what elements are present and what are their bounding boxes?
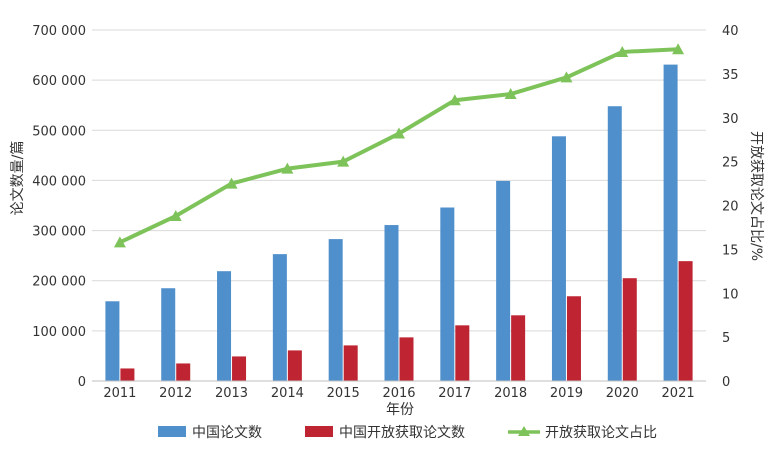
bars <box>105 64 693 382</box>
ratio-point <box>616 45 629 57</box>
y-tick-label: 200 000 <box>32 275 86 290</box>
ratio-point <box>281 162 294 174</box>
bar-oa-papers <box>120 368 135 381</box>
x-tick-label: 2018 <box>494 386 527 401</box>
x-tick-label: 2016 <box>382 386 415 401</box>
legend: 中国论文数 中国开放获取论文数 开放获取论文占比 <box>158 425 657 441</box>
y2-axis-title: 开放获取论文占比/% <box>748 131 764 261</box>
ratio-point <box>337 155 350 167</box>
y-tick-label: 0 <box>78 375 86 390</box>
x-axis-ticks: 2011 2012 2013 2014 2015 2016 2017 2018 2019 2020… <box>103 386 694 401</box>
y-tick-label: 100 000 <box>32 325 86 340</box>
x-axis-title: 年份 <box>386 402 414 418</box>
x-tick-label: 2019 <box>550 386 583 401</box>
x-tick-label: 2014 <box>271 386 304 401</box>
x-tick-label: 2021 <box>662 386 695 401</box>
y-tick-label: 400 000 <box>32 174 86 189</box>
x-tick-label: 2017 <box>438 386 471 401</box>
y2-tick-label: 0 <box>722 375 730 390</box>
ratio-line-path <box>119 47 679 245</box>
bar-oa-papers <box>287 350 302 381</box>
bar-oa-papers <box>455 325 470 381</box>
bar-papers <box>328 239 343 381</box>
y2-tick-label: 15 <box>722 243 739 258</box>
y2-tick-label: 35 <box>722 68 739 83</box>
legend-swatch-oa-papers <box>305 426 333 437</box>
bar-papers <box>161 288 176 381</box>
legend-swatch-ratio-marker <box>518 426 530 436</box>
bar-papers <box>496 180 511 381</box>
bar-papers <box>440 207 455 381</box>
y2-tick-label: 30 <box>722 112 739 127</box>
bar-oa-papers <box>176 363 191 381</box>
x-tick-label: 2015 <box>327 386 360 401</box>
bar-oa-papers <box>566 296 581 381</box>
bar-papers <box>551 136 566 381</box>
y-axis-right-ticks: 0 5 10 15 20 25 30 35 40 <box>722 24 739 390</box>
x-tick-label: 2012 <box>159 386 192 401</box>
ratio-line <box>113 43 685 248</box>
bar-papers <box>607 106 622 382</box>
bar-papers <box>217 271 232 381</box>
ratio-point <box>113 236 126 248</box>
ratio-point <box>448 94 461 106</box>
bar-papers <box>384 225 399 381</box>
ratio-point <box>504 88 517 100</box>
y2-tick-label: 5 <box>722 331 730 346</box>
x-tick-label: 2013 <box>215 386 248 401</box>
ratio-point <box>393 127 405 139</box>
legend-label-ratio: 开放获取论文占比 <box>545 425 657 441</box>
legend-swatch-papers <box>158 426 186 437</box>
x-tick-label: 2011 <box>103 386 136 401</box>
bar-oa-papers <box>678 261 693 381</box>
bar-oa-papers <box>343 345 358 381</box>
y-axis-left-ticks: 0 100 000 200 000 300 000 400 000 500 000 600 … <box>32 24 86 390</box>
bar-papers <box>105 301 120 381</box>
bar-oa-papers <box>511 315 526 381</box>
y2-tick-label: 25 <box>722 156 739 171</box>
y-tick-label: 500 000 <box>32 124 86 139</box>
x-tick-label: 2020 <box>606 386 639 401</box>
ratio-point <box>672 43 685 55</box>
ratio-point <box>560 71 573 83</box>
y-tick-label: 700 000 <box>32 24 86 39</box>
bar-papers <box>663 64 678 381</box>
legend-label-papers: 中国论文数 <box>192 425 262 441</box>
legend-label-oa-papers: 中国开放获取论文数 <box>339 425 465 441</box>
ratio-point <box>225 177 238 189</box>
y-axis-title: 论文数量/篇 <box>10 141 26 216</box>
y-tick-label: 300 000 <box>32 225 86 240</box>
y2-tick-label: 20 <box>722 200 739 215</box>
ratio-point <box>169 210 182 222</box>
y2-tick-label: 10 <box>722 287 739 302</box>
bar-oa-papers <box>399 337 414 381</box>
bar-oa-papers <box>622 278 637 381</box>
y-tick-label: 600 000 <box>32 74 86 89</box>
bar-papers <box>272 254 287 381</box>
y2-tick-label: 40 <box>722 24 739 39</box>
bar-oa-papers <box>232 356 247 381</box>
